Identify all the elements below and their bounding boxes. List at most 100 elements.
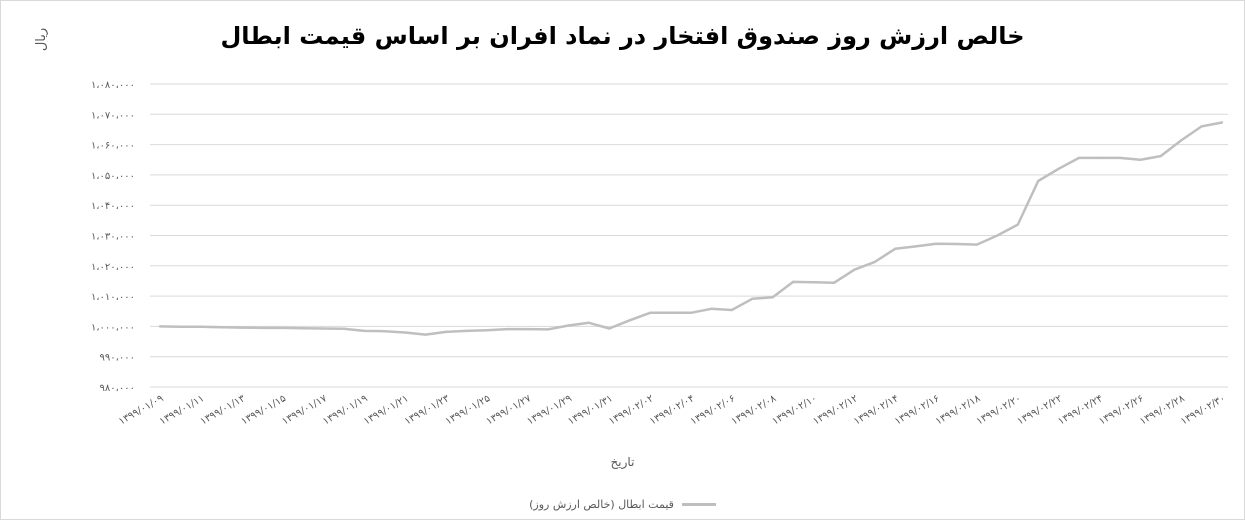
y-tick-label: ۱،۰۸۰،۰۰۰ <box>91 80 135 91</box>
data-point <box>1220 121 1224 124</box>
y-tick-label: ۱،۰۱۰،۰۰۰ <box>91 292 135 303</box>
x-tick-label: ۱۳۹۹/۰۱/۲۷ <box>485 393 534 428</box>
y-tick-label: ۱،۰۰۰،۰۰۰ <box>91 322 135 333</box>
data-point <box>832 281 836 284</box>
x-tick-label: ۱۳۹۹/۰۲/۲۸ <box>1138 393 1187 428</box>
data-point <box>1057 167 1060 171</box>
y-tick-label: ۹۹۰،۰۰۰ <box>100 353 135 364</box>
y-tick-label: ۱،۰۷۰،۰۰۰ <box>91 110 135 121</box>
data-point <box>199 325 203 328</box>
y-tick-label: ۱،۰۳۰،۰۰۰ <box>91 232 135 243</box>
data-point <box>342 327 346 331</box>
x-tick-label: ۱۳۹۹/۰۲/۲۴ <box>1056 393 1105 427</box>
data-point <box>710 307 713 311</box>
data-point <box>771 296 774 299</box>
data-point <box>587 321 591 324</box>
data-point <box>1118 156 1122 160</box>
x-tick-label: ۱۳۹۹/۰۱/۲۳ <box>403 393 452 428</box>
data-point <box>1159 154 1162 158</box>
data-point <box>1200 125 1203 128</box>
data-point <box>689 311 693 314</box>
legend-swatch <box>681 503 716 506</box>
data-point <box>751 297 754 301</box>
data-point <box>281 326 284 330</box>
data-point <box>608 327 611 330</box>
data-point <box>812 280 815 284</box>
data-point <box>158 325 162 328</box>
data-point <box>465 329 468 333</box>
data-point <box>220 326 223 329</box>
x-tick-label: ۱۳۹۹/۰۱/۱۹ <box>321 393 370 427</box>
x-tick-label: ۱۳۹۹/۰۱/۱۵ <box>239 393 288 427</box>
data-point <box>894 247 897 251</box>
data-point <box>260 326 264 330</box>
x-tick-label: ۱۳۹۹/۰۲/۱۶ <box>893 393 942 427</box>
x-tick-label: ۱۳۹۹/۰۱/۱۳ <box>199 393 248 428</box>
data-point <box>1077 156 1081 160</box>
data-point <box>485 329 488 332</box>
data-point <box>914 245 917 248</box>
x-tick-label: ۱۳۹۹/۰۱/۱۷ <box>280 393 329 428</box>
data-point <box>996 234 999 237</box>
x-tick-label: ۱۳۹۹/۰۲/۱۲ <box>811 393 860 427</box>
data-point <box>567 324 570 327</box>
x-axis-tick-labels: ۱۳۹۹/۰۱/۰۹۱۳۹۹/۰۱/۱۱۱۳۹۹/۰۱/۱۳۱۳۹۹/۰۱/۱۵… <box>117 393 1228 428</box>
data-point <box>444 330 448 334</box>
y-tick-label: ۹۸۰،۰۰۰ <box>100 383 135 394</box>
series-lines <box>158 121 1224 336</box>
x-tick-label: ۱۳۹۹/۰۲/۰۴ <box>648 393 697 427</box>
data-point <box>322 327 325 330</box>
y-tick-label: ۱،۰۴۰،۰۰۰ <box>91 201 135 212</box>
y-tick-label: ۱،۰۶۰،۰۰۰ <box>91 141 135 152</box>
x-tick-label: ۱۳۹۹/۰۲/۲۶ <box>1097 393 1146 427</box>
gridlines <box>150 83 1228 388</box>
data-point <box>648 311 652 314</box>
y-tick-label: ۱،۰۲۰،۰۰۰ <box>91 262 135 273</box>
series-line-nav <box>159 121 1223 336</box>
x-tick-label: ۱۳۹۹/۰۱/۲۱ <box>362 393 411 427</box>
data-point <box>975 243 979 246</box>
data-point <box>526 327 529 331</box>
data-point <box>853 268 856 271</box>
chart-title: خالص ارزش روز صندوق افتخار در نماد افران… <box>220 22 1025 50</box>
data-point <box>730 308 734 312</box>
legend: قیمت ابطال (خالص ارزش روز) <box>0 498 1245 511</box>
data-point <box>1016 223 1019 226</box>
data-point <box>505 327 509 331</box>
data-point <box>424 333 427 336</box>
data-point <box>363 329 366 333</box>
data-point <box>546 328 550 331</box>
x-tick-label: ۱۳۹۹/۰۲/۳۰ <box>1179 393 1228 427</box>
x-tick-label: ۱۳۹۹/۰۲/۲۲ <box>1016 393 1065 427</box>
x-axis-label: تاریخ <box>610 455 635 469</box>
data-point <box>403 331 407 334</box>
x-tick-label: ۱۳۹۹/۰۱/۲۹ <box>525 393 574 427</box>
data-point <box>955 242 958 246</box>
x-tick-label: ۱۳۹۹/۰۲/۰۲ <box>607 393 656 427</box>
data-point <box>1139 158 1142 161</box>
x-tick-label: ۱۳۹۹/۰۱/۳۱ <box>566 393 615 427</box>
x-tick-label: ۱۳۹۹/۰۲/۱۰ <box>770 393 819 427</box>
x-tick-label: ۱۳۹۹/۰۲/۰۸ <box>730 393 779 428</box>
data-point <box>934 242 938 245</box>
data-point <box>383 330 386 333</box>
x-tick-label: ۱۳۹۹/۰۱/۱۱ <box>158 393 207 427</box>
y-axis-tick-labels: ۹۸۰،۰۰۰ ۹۹۰،۰۰۰ ۱،۰۰۰،۰۰۰ ۱،۰۱۰،۰۰۰ ۱،۰۲۰،۰۰… <box>91 80 135 394</box>
data-point <box>301 327 305 330</box>
data-point <box>1098 156 1101 160</box>
legend-label: قیمت ابطال (خالص ارزش روز) <box>529 498 674 511</box>
data-point <box>1179 139 1183 142</box>
x-tick-label: ۱۳۹۹/۰۲/۱۴ <box>852 393 901 427</box>
data-point <box>240 326 243 329</box>
x-tick-label: ۱۳۹۹/۰۲/۰۶ <box>689 393 738 427</box>
x-tick-label: ۱۳۹۹/۰۲/۱۸ <box>934 393 983 428</box>
y-tick-label: ۱،۰۵۰،۰۰۰ <box>91 171 135 182</box>
data-point <box>669 311 672 314</box>
data-point <box>179 325 182 328</box>
data-point <box>628 319 631 322</box>
x-tick-label: ۱۳۹۹/۰۲/۲۰ <box>975 393 1024 427</box>
data-point <box>873 260 877 264</box>
data-point <box>791 280 795 284</box>
